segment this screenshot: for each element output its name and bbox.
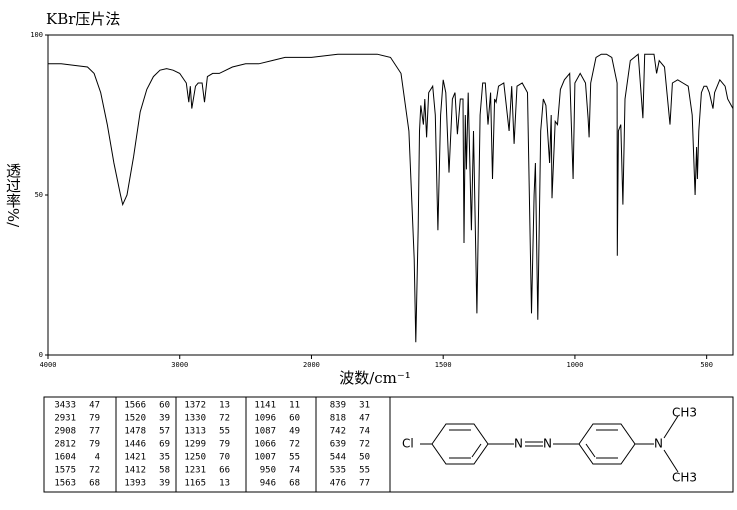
- transmittance: 13: [219, 401, 230, 411]
- wavenumber: 544: [330, 453, 346, 463]
- bond: [471, 443, 482, 458]
- bond: [663, 449, 679, 473]
- atom-label: N: [543, 437, 552, 451]
- wavenumber: 950: [260, 466, 276, 476]
- y-tick-label: 0: [39, 351, 43, 359]
- wavenumber: 1231: [184, 466, 206, 476]
- transmittance: 58: [159, 466, 170, 476]
- transmittance: 60: [159, 401, 170, 411]
- transmittance: 47: [359, 414, 370, 424]
- wavenumber: 946: [260, 479, 276, 489]
- transmittance: 79: [89, 440, 100, 450]
- bond: [585, 443, 596, 458]
- transmittance: 77: [359, 479, 370, 489]
- atom-label: Cl: [402, 437, 414, 451]
- transmittance: 55: [219, 427, 230, 437]
- wavenumber: 1372: [184, 401, 206, 411]
- wavenumber: 1066: [254, 440, 276, 450]
- chart-title: KBr压片法: [46, 10, 120, 28]
- wavenumber: 1250: [184, 453, 206, 463]
- plot-frame: [47, 34, 734, 356]
- wavenumber: 1604: [54, 453, 76, 463]
- wavenumber: 1412: [124, 466, 146, 476]
- wavenumber: 1313: [184, 427, 206, 437]
- transmittance: 68: [289, 479, 300, 489]
- wavenumber: 1165: [184, 479, 206, 489]
- wavenumber: 1299: [184, 440, 206, 450]
- transmittance: 79: [219, 440, 230, 450]
- transmittance: 39: [159, 479, 170, 489]
- transmittance: 77: [89, 427, 100, 437]
- wavenumber: 476: [330, 479, 346, 489]
- wavenumber: 1421: [124, 453, 146, 463]
- transmittance: 4: [95, 453, 100, 463]
- wavenumber: 3433: [54, 401, 76, 411]
- transmittance: 35: [159, 453, 170, 463]
- wavenumber: 742: [330, 427, 346, 437]
- transmittance: 74: [359, 427, 370, 437]
- wavenumber: 1520: [124, 414, 146, 424]
- wavenumber: 1330: [184, 414, 206, 424]
- wavenumber: 639: [330, 440, 346, 450]
- atom-label: N: [654, 437, 663, 451]
- transmittance: 72: [359, 440, 370, 450]
- wavenumber: 1087: [254, 427, 276, 437]
- y-tick-label: 50: [35, 191, 43, 199]
- wavenumber: 2908: [54, 427, 76, 437]
- transmittance: 31: [359, 401, 370, 411]
- wavenumber: 1141: [254, 401, 276, 411]
- transmittance: 49: [289, 427, 300, 437]
- transmittance: 79: [89, 414, 100, 424]
- wavenumber: 1393: [124, 479, 146, 489]
- x-tick-label: 4000: [40, 361, 57, 369]
- structure: [420, 415, 679, 473]
- atom-label: CH3: [672, 471, 697, 485]
- wavenumber: 1007: [254, 453, 276, 463]
- x-tick-label: 1500: [435, 361, 452, 369]
- transmittance: 55: [289, 453, 300, 463]
- transmittance: 66: [219, 466, 230, 476]
- atom-label: N: [514, 437, 523, 451]
- structure-frame: [389, 396, 734, 493]
- spectrum-line: [48, 53, 734, 343]
- wavenumber: 2931: [54, 414, 76, 424]
- x-tick-label: 2000: [303, 361, 320, 369]
- x-tick-label: 500: [700, 361, 713, 369]
- transmittance: 70: [219, 453, 230, 463]
- wavenumber: 839: [330, 401, 346, 411]
- x-axis-label: 波数/cm⁻¹: [339, 369, 411, 387]
- transmittance: 39: [159, 414, 170, 424]
- wavenumber: 818: [330, 414, 346, 424]
- transmittance: 13: [219, 479, 230, 489]
- y-tick-label: 100: [30, 31, 43, 39]
- wavenumber: 2812: [54, 440, 76, 450]
- wavenumber: 1478: [124, 427, 146, 437]
- atom-label: CH3: [672, 406, 697, 420]
- transmittance: 74: [289, 466, 300, 476]
- bond: [663, 415, 679, 439]
- transmittance: 57: [159, 427, 170, 437]
- x-tick-label: 3000: [171, 361, 188, 369]
- wavenumber: 1563: [54, 479, 76, 489]
- y-axis-label: 透过率%/: [4, 163, 22, 228]
- x-tick-label: 1000: [566, 361, 583, 369]
- transmittance: 72: [219, 414, 230, 424]
- transmittance: 50: [359, 453, 370, 463]
- transmittance: 47: [89, 401, 100, 411]
- transmittance: 72: [289, 440, 300, 450]
- transmittance: 60: [289, 414, 300, 424]
- transmittance: 69: [159, 440, 170, 450]
- transmittance: 72: [89, 466, 100, 476]
- wavenumber: 1566: [124, 401, 146, 411]
- wavenumber: 1575: [54, 466, 76, 476]
- wavenumber: 1446: [124, 440, 146, 450]
- transmittance: 55: [359, 466, 370, 476]
- wavenumber: 535: [330, 466, 346, 476]
- transmittance: 11: [289, 401, 300, 411]
- wavenumber: 1096: [254, 414, 276, 424]
- transmittance: 68: [89, 479, 100, 489]
